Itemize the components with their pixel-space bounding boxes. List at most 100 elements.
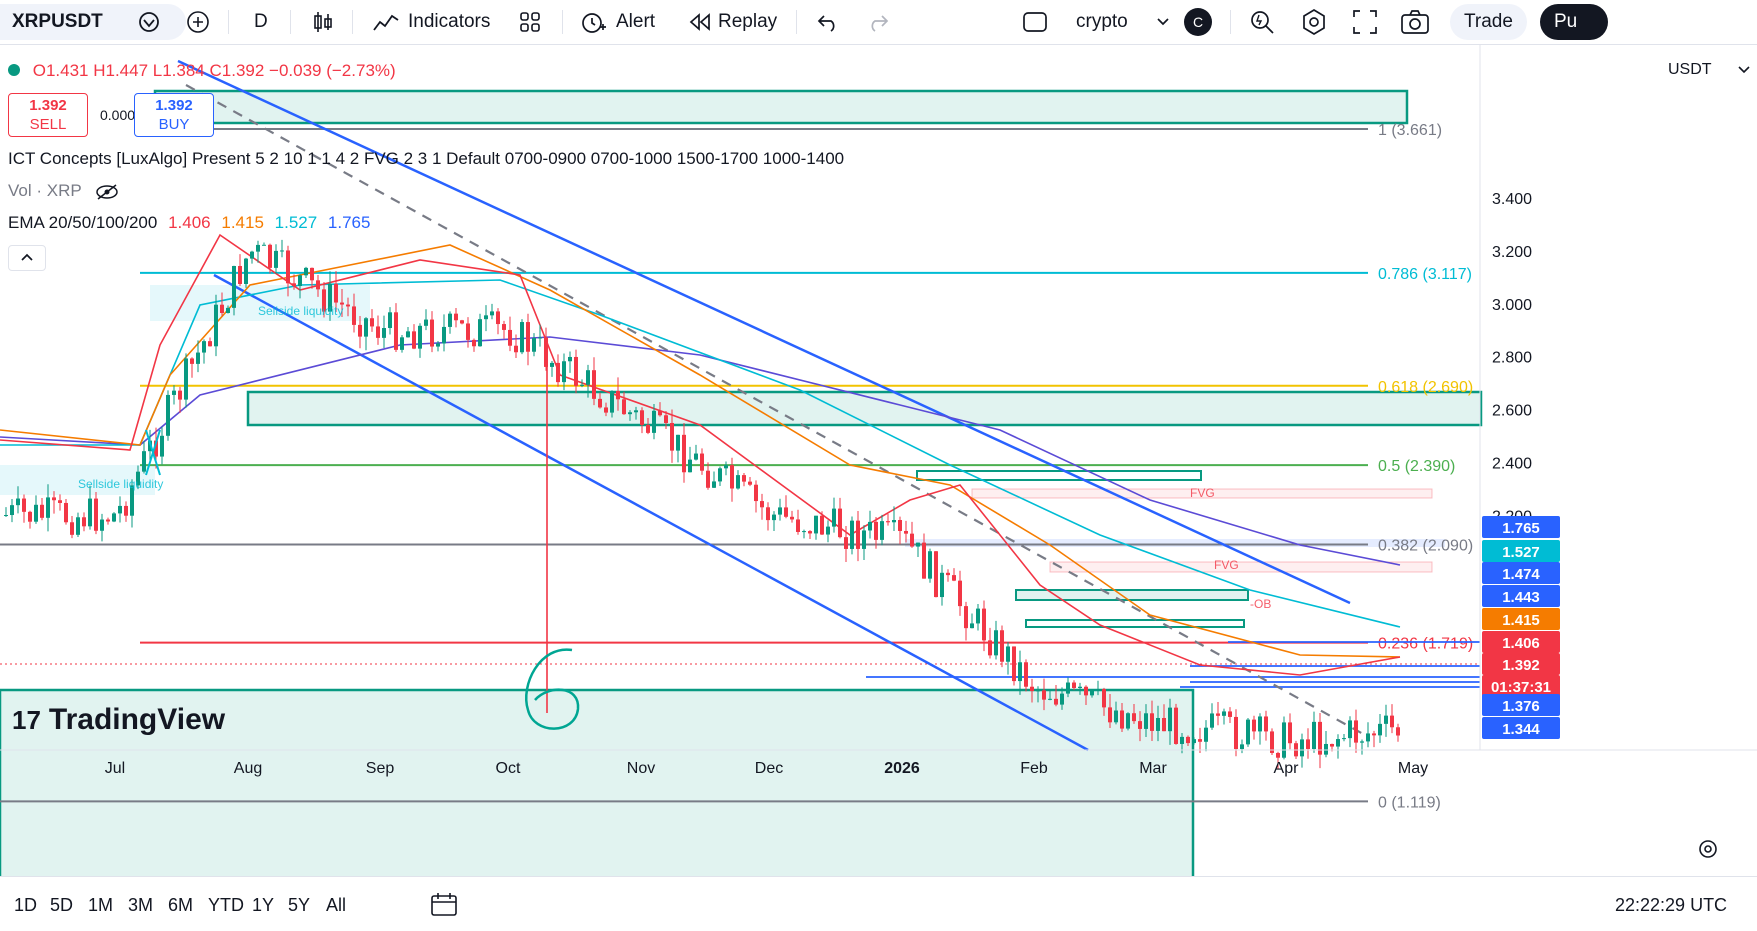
currency-select[interactable]: USDT bbox=[1668, 61, 1750, 79]
candle-body bbox=[112, 513, 116, 522]
price-tag-box bbox=[1482, 585, 1560, 607]
candle-body bbox=[1078, 686, 1082, 689]
candle-body bbox=[1348, 720, 1352, 739]
quick-search-icon[interactable] bbox=[1248, 0, 1276, 44]
chevron-down-icon[interactable] bbox=[1156, 0, 1170, 44]
candle-body bbox=[472, 339, 476, 347]
candle-body bbox=[232, 265, 236, 308]
candle-body bbox=[166, 394, 170, 436]
rewind-icon bbox=[689, 13, 710, 31]
price-tag: 1.392 bbox=[1482, 653, 1560, 675]
price-tag: 01:37:31 bbox=[1482, 675, 1560, 697]
range-5d-button[interactable]: 5D bbox=[50, 895, 74, 915]
layout-name[interactable]: crypto bbox=[1076, 11, 1128, 32]
candle-body bbox=[922, 542, 926, 579]
candle-body bbox=[910, 533, 914, 547]
volume-indicator[interactable]: Vol · XRP bbox=[8, 181, 120, 201]
replay-button[interactable]: Replay bbox=[688, 0, 777, 44]
layout-badge[interactable]: C bbox=[1184, 0, 1212, 44]
interval-button[interactable]: D bbox=[254, 11, 268, 32]
chart-area[interactable]: 1 (3.661) 0.786 (3.117) 0.618 (2.690) 0.5 (… bbox=[0, 45, 1757, 931]
candle-body bbox=[94, 498, 98, 531]
candle-body bbox=[430, 319, 434, 347]
indicators-icon bbox=[373, 14, 399, 31]
indicators-button[interactable]: Indicators bbox=[372, 0, 490, 44]
range-3m-button[interactable]: 3M bbox=[128, 895, 154, 915]
range-ytd-button[interactable]: YTD bbox=[208, 895, 244, 915]
layout-select-icon[interactable] bbox=[1022, 0, 1048, 44]
candle-body bbox=[868, 521, 872, 531]
candle-body bbox=[598, 398, 602, 408]
price-tag-value: 1.392 bbox=[1502, 657, 1540, 674]
price-tag: 1.415 bbox=[1482, 608, 1560, 630]
fullscreen-icon[interactable] bbox=[1352, 0, 1378, 44]
price-tag-value: 1.527 bbox=[1502, 544, 1540, 561]
undo-icon[interactable] bbox=[816, 0, 840, 44]
ema-indicator[interactable]: EMA 20/50/100/200 1.406 1.415 1.527 1.76… bbox=[8, 213, 370, 233]
axis-settings-icon[interactable] bbox=[1696, 837, 1720, 866]
candle-body bbox=[262, 244, 266, 246]
candle-body bbox=[1186, 736, 1190, 744]
candle-body bbox=[1006, 646, 1010, 662]
ict-indicator-label[interactable]: ICT Concepts [LuxAlgo] Present 5 2 10 1 … bbox=[8, 149, 845, 168]
candle-body bbox=[52, 497, 56, 501]
range-6m-button[interactable]: 6M bbox=[168, 895, 194, 915]
candle-body bbox=[316, 280, 320, 290]
x-axis-tick: Jul bbox=[105, 760, 125, 777]
range-1d-button[interactable]: 1D bbox=[14, 895, 38, 915]
range-1m-button[interactable]: 1M bbox=[88, 895, 114, 915]
price-tag: 1.344 bbox=[1482, 717, 1560, 739]
hidden-eye-icon[interactable] bbox=[94, 183, 120, 201]
candle-body bbox=[970, 623, 974, 629]
candle-body bbox=[1258, 716, 1262, 732]
alert-button[interactable]: Alert bbox=[580, 0, 655, 44]
ema-20-line bbox=[0, 233, 1401, 676]
candle-body bbox=[982, 608, 986, 641]
range-5y-button[interactable]: 5Y bbox=[288, 895, 311, 915]
settings-icon[interactable] bbox=[1300, 0, 1328, 44]
date-range-icon[interactable] bbox=[430, 891, 458, 922]
order-block-zone bbox=[916, 470, 1202, 481]
candle-body bbox=[490, 311, 494, 316]
add-symbol-icon[interactable] bbox=[186, 0, 210, 44]
buy-price: 1.392 bbox=[155, 97, 193, 114]
symbol-settings-icon[interactable] bbox=[138, 0, 160, 44]
candle-body bbox=[532, 337, 536, 352]
candle-body bbox=[610, 390, 614, 413]
candle-body bbox=[502, 324, 506, 330]
buy-button[interactable]: 1.392 BUY bbox=[134, 93, 214, 137]
range-1y-button[interactable]: 1Y bbox=[252, 895, 275, 915]
range-all-button[interactable]: All bbox=[326, 895, 347, 915]
candle-body bbox=[178, 390, 182, 400]
camera-icon[interactable] bbox=[1400, 0, 1430, 44]
candles-icon[interactable] bbox=[312, 0, 334, 44]
candle-body bbox=[172, 390, 176, 395]
candle-body bbox=[742, 475, 746, 482]
candle-body bbox=[1162, 717, 1166, 732]
trade-button[interactable]: Trade bbox=[1450, 4, 1527, 40]
templates-icon[interactable] bbox=[518, 0, 542, 44]
redo-icon[interactable] bbox=[866, 0, 890, 44]
candle-body bbox=[22, 498, 26, 512]
chevron-down-icon bbox=[1738, 66, 1750, 74]
utc-clock[interactable]: 22:22:29 UTC bbox=[1615, 895, 1728, 915]
candle-body bbox=[1378, 723, 1382, 736]
price-tag-box bbox=[1482, 631, 1560, 653]
candle-body bbox=[1120, 710, 1124, 729]
candle-body bbox=[1144, 713, 1148, 729]
candle-body bbox=[766, 507, 770, 521]
candle-body bbox=[268, 244, 272, 268]
candle-body bbox=[862, 530, 866, 549]
candle-body bbox=[616, 390, 620, 400]
candle-body bbox=[1066, 682, 1070, 694]
tradingview-logo-icon: 17 bbox=[12, 705, 41, 735]
publish-button[interactable]: Pu bbox=[1540, 4, 1608, 40]
candle-body bbox=[994, 630, 998, 656]
x-axis-tick: Nov bbox=[627, 760, 655, 777]
symbol-search[interactable]: XRPUSDT bbox=[0, 4, 186, 40]
collapse-legend-button[interactable] bbox=[8, 245, 46, 271]
candle-body bbox=[964, 606, 968, 629]
candle-body bbox=[802, 531, 806, 533]
price-chart[interactable]: 1 (3.661) 0.786 (3.117) 0.618 (2.690) 0.5 (… bbox=[0, 45, 1757, 876]
sell-button[interactable]: 1.392 SELL bbox=[8, 93, 88, 137]
